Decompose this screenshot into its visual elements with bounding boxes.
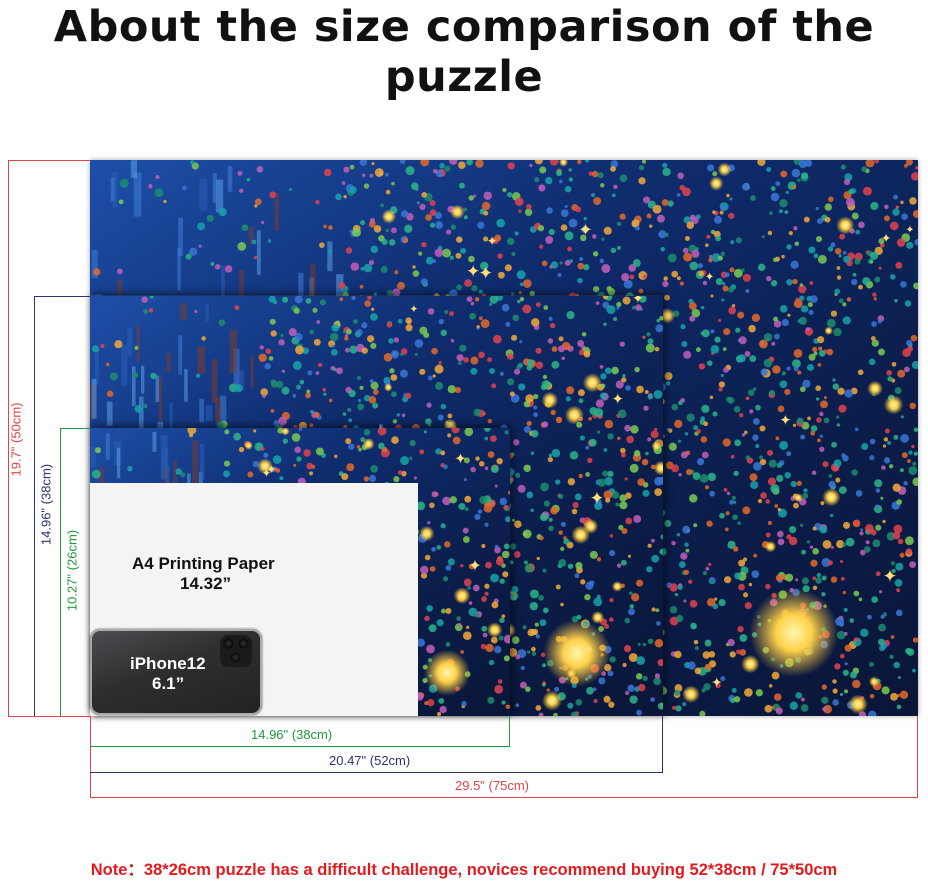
a4-paper-label: A4 Printing Paper: [132, 554, 275, 573]
large-height-line: [8, 160, 9, 716]
large-width-right-tick: [917, 716, 918, 798]
svg-text:✦: ✦: [705, 271, 715, 283]
medium-height-line: [34, 296, 35, 716]
small-height-label: 10.27" (26cm): [64, 529, 80, 612]
svg-text:✦: ✦: [266, 462, 276, 476]
page-title: About the size comparison of the puzzle: [53, 2, 875, 102]
svg-text:✦: ✦: [779, 413, 791, 429]
svg-text:✦: ✦: [590, 488, 605, 508]
large-height-top-tick: [8, 160, 90, 161]
svg-text:✦: ✦: [409, 305, 418, 316]
small-width-right-tick: [509, 716, 510, 747]
medium-height-label: 14.96" (38cm): [38, 463, 54, 546]
large-width-line: [90, 797, 918, 798]
large-width-left-tick: [90, 716, 91, 798]
svg-text:✦: ✦: [578, 220, 592, 239]
svg-text:✦: ✦: [905, 224, 914, 236]
medium-width-right-tick: [662, 716, 663, 773]
camera-icon: [220, 635, 252, 667]
phone-model-label: iPhone12: [130, 654, 206, 673]
small-width-label: 14.96" (38cm): [251, 727, 333, 742]
svg-text:✦: ✦: [487, 234, 498, 249]
a4-paper-size: 14.32”: [180, 574, 232, 593]
small-height-top-tick: [60, 428, 90, 429]
small-height-line: [60, 428, 61, 716]
large-height-bottom-tick: [8, 716, 90, 717]
svg-text:✦: ✦: [262, 468, 271, 480]
medium-width-label: 20.47" (52cm): [329, 753, 411, 768]
svg-text:✦: ✦: [454, 452, 466, 468]
large-width-label: 29.5" (75cm): [455, 778, 529, 793]
svg-text:✦: ✦: [611, 391, 624, 408]
small-width-line: [90, 746, 510, 747]
svg-text:✦: ✦: [881, 231, 891, 245]
iphone-device: iPhone12 6.1”: [90, 629, 262, 715]
medium-width-line: [90, 772, 663, 773]
svg-text:✦: ✦: [883, 566, 898, 586]
medium-height-top-tick: [34, 296, 90, 297]
svg-text:✦: ✦: [916, 330, 918, 345]
svg-text:✦: ✦: [478, 263, 493, 283]
svg-text:✦: ✦: [711, 675, 722, 690]
svg-text:✦: ✦: [466, 262, 480, 281]
note-text: Note：38*26cm puzzle has a difficult chal…: [90, 861, 838, 879]
svg-text:✦: ✦: [632, 296, 644, 306]
phone-size-label: 6.1”: [152, 674, 185, 693]
svg-text:✦: ✦: [583, 642, 594, 657]
svg-text:✦: ✦: [468, 557, 481, 575]
large-height-label: 19.7" (50cm): [8, 402, 24, 477]
